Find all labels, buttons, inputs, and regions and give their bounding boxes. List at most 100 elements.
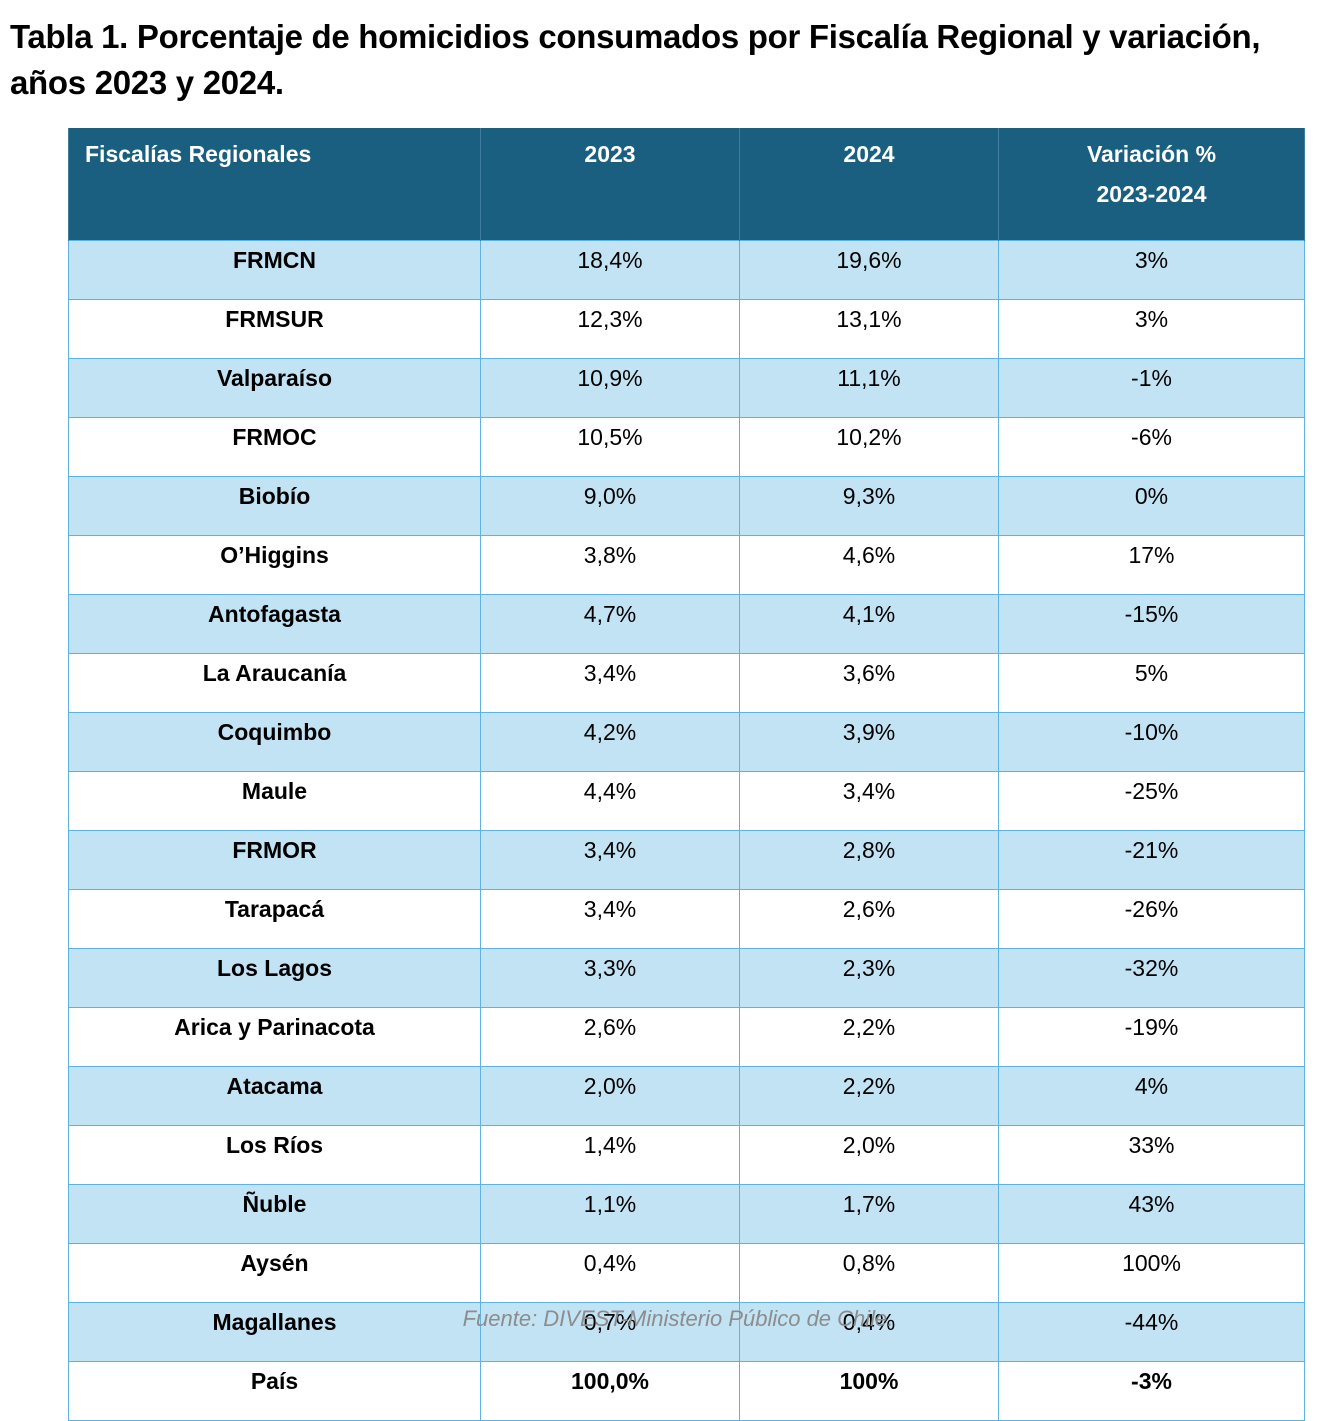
source-note: Fuente: DIVEST-Ministerio Público de Chi…	[462, 1306, 894, 1331]
cell-variation: -15%	[998, 594, 1305, 654]
cell-2024: 2,0%	[739, 1125, 999, 1185]
cell-2023: 3,4%	[480, 653, 740, 713]
table-row: Aysén 0,4% 0,8% 100%	[68, 1243, 1305, 1303]
cell-2024: 3,9%	[739, 712, 999, 772]
table-row: Arica y Parinacota 2,6% 2,2% -19%	[68, 1007, 1305, 1067]
cell-variation: 43%	[998, 1184, 1305, 1244]
cell-variation: 3%	[998, 240, 1305, 300]
cell-2024: 2,2%	[739, 1066, 999, 1126]
cell-2023: 3,8%	[480, 535, 740, 595]
cell-variation: -32%	[998, 948, 1305, 1008]
header-row: Fiscalías Regionales 2023 2024 Variación…	[68, 128, 1305, 241]
cell-2024: 4,6%	[739, 535, 999, 595]
cell-2023: 4,7%	[480, 594, 740, 654]
cell-2024: 2,6%	[739, 889, 999, 949]
table-row: Antofagasta 4,7% 4,1% -15%	[68, 594, 1305, 654]
header-variation: Variación % 2023-2024	[998, 128, 1305, 241]
cell-region: Magallanes	[68, 1302, 481, 1362]
cell-variation: -25%	[998, 771, 1305, 831]
cell-region: FRMSUR	[68, 299, 481, 359]
header-variation-line1: Variación %	[1086, 141, 1217, 167]
cell-region: Maule	[68, 771, 481, 831]
homicide-table: Fiscalías Regionales 2023 2024 Variación…	[68, 128, 1305, 1421]
table-row: Coquimbo 4,2% 3,9% -10%	[68, 712, 1305, 772]
header-2023: 2023	[480, 128, 740, 241]
table-row: FRMCN 18,4% 19,6% 3%	[68, 240, 1305, 300]
cell-2023: 3,4%	[480, 889, 740, 949]
cell-2023: 4,2%	[480, 712, 740, 772]
cell-2024: 9,3%	[739, 476, 999, 536]
total-variation: -3%	[998, 1361, 1305, 1421]
table-row: O’Higgins 3,8% 4,6% 17%	[68, 535, 1305, 595]
table-title: Tabla 1. Porcentaje de homicidios consum…	[10, 18, 1261, 101]
total-2024: 100%	[739, 1361, 999, 1421]
table-row: FRMSUR 12,3% 13,1% 3%	[68, 299, 1305, 359]
cell-2024: 13,1%	[739, 299, 999, 359]
cell-variation: 33%	[998, 1125, 1305, 1185]
total-region: País	[68, 1361, 481, 1421]
cell-variation: -10%	[998, 712, 1305, 772]
cell-variation: -21%	[998, 830, 1305, 890]
table-row: FRMOC 10,5% 10,2% -6%	[68, 417, 1305, 477]
cell-2024: 2,2%	[739, 1007, 999, 1067]
cell-2023: 0,4%	[480, 1243, 740, 1303]
table-row: Maule 4,4% 3,4% -25%	[68, 771, 1305, 831]
header-variation-line2: 2023-2024	[1096, 181, 1207, 207]
table-row: FRMOR 3,4% 2,8% -21%	[68, 830, 1305, 890]
cell-region: Tarapacá	[68, 889, 481, 949]
cell-2023: 3,3%	[480, 948, 740, 1008]
cell-2023: 9,0%	[480, 476, 740, 536]
header-2024: 2024	[739, 128, 999, 241]
cell-2024: 0,8%	[739, 1243, 999, 1303]
cell-2023: 0,7%	[480, 1302, 740, 1362]
table-row: Valparaíso 10,9% 11,1% -1%	[68, 358, 1305, 418]
cell-2023: 10,9%	[480, 358, 740, 418]
cell-region: Los Ríos	[68, 1125, 481, 1185]
total-2023: 100,0%	[480, 1361, 740, 1421]
cell-2023: 2,0%	[480, 1066, 740, 1126]
table-row: Atacama 2,0% 2,2% 4%	[68, 1066, 1305, 1126]
cell-variation: -6%	[998, 417, 1305, 477]
header-region: Fiscalías Regionales	[68, 128, 481, 241]
table-row: Ñuble 1,1% 1,7% 43%	[68, 1184, 1305, 1244]
table-row: Magallanes 0,7% 0,4% -44%	[68, 1302, 1305, 1362]
cell-variation: 0%	[998, 476, 1305, 536]
cell-region: Biobío	[68, 476, 481, 536]
cell-region: FRMOR	[68, 830, 481, 890]
table-row: La Araucanía 3,4% 3,6% 5%	[68, 653, 1305, 713]
cell-2024: 11,1%	[739, 358, 999, 418]
cell-region: Atacama	[68, 1066, 481, 1126]
cell-variation: 17%	[998, 535, 1305, 595]
cell-2024: 2,3%	[739, 948, 999, 1008]
cell-2023: 12,3%	[480, 299, 740, 359]
table-row: Los Ríos 1,4% 2,0% 33%	[68, 1125, 1305, 1185]
cell-2023: 3,4%	[480, 830, 740, 890]
cell-variation: 100%	[998, 1243, 1305, 1303]
cell-region: Antofagasta	[68, 594, 481, 654]
cell-region: Los Lagos	[68, 948, 481, 1008]
table-row: Biobío 9,0% 9,3% 0%	[68, 476, 1305, 536]
cell-region: Aysén	[68, 1243, 481, 1303]
cell-2024: 1,7%	[739, 1184, 999, 1244]
cell-2024: 10,2%	[739, 417, 999, 477]
cell-variation: -1%	[998, 358, 1305, 418]
cell-region: Valparaíso	[68, 358, 481, 418]
cell-2024: 4,1%	[739, 594, 999, 654]
cell-variation: -19%	[998, 1007, 1305, 1067]
cell-region: FRMCN	[68, 240, 481, 300]
cell-variation: 3%	[998, 299, 1305, 359]
total-row: País 100,0% 100% -3%	[68, 1361, 1305, 1421]
cell-2023: 1,1%	[480, 1184, 740, 1244]
cell-variation: -44%	[998, 1302, 1305, 1362]
cell-2023: 10,5%	[480, 417, 740, 477]
cell-2024: 3,4%	[739, 771, 999, 831]
cell-region: FRMOC	[68, 417, 481, 477]
cell-2023: 2,6%	[480, 1007, 740, 1067]
cell-variation: 4%	[998, 1066, 1305, 1126]
table-row: Los Lagos 3,3% 2,3% -32%	[68, 948, 1305, 1008]
cell-2024: 19,6%	[739, 240, 999, 300]
cell-region: Arica y Parinacota	[68, 1007, 481, 1067]
cell-region: O’Higgins	[68, 535, 481, 595]
cell-2023: 1,4%	[480, 1125, 740, 1185]
cell-2024: 2,8%	[739, 830, 999, 890]
